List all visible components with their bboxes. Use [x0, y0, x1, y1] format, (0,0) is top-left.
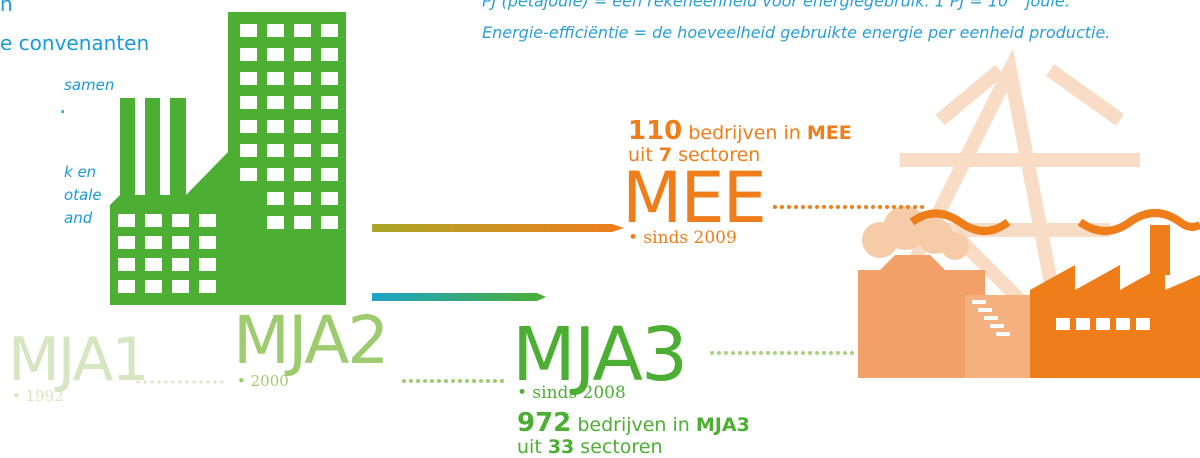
- wave: [909, 209, 1200, 235]
- text: bedrijven in: [682, 122, 807, 144]
- window: [294, 120, 311, 133]
- text: PJ (petajoule) = een rekeneenheid voor e…: [482, 0, 1009, 11]
- window: [240, 24, 257, 37]
- dots: [136, 205, 927, 384]
- window: [267, 168, 284, 181]
- window: [240, 120, 257, 133]
- window: [145, 214, 162, 227]
- name: MEE: [806, 122, 852, 144]
- factory: [858, 225, 1200, 378]
- mja2-label: MJA2: [233, 302, 389, 379]
- title-fragment: n: [0, 0, 13, 16]
- window: [172, 214, 189, 227]
- window: [118, 280, 135, 293]
- window: [294, 72, 311, 85]
- window: [267, 216, 284, 229]
- text: joule.: [1020, 0, 1070, 11]
- window: [321, 72, 338, 85]
- window: [294, 168, 311, 181]
- definition-efficiency: Energie-efficiëntie = de hoeveelheid geb…: [482, 23, 1111, 42]
- connector-mja3: [372, 293, 546, 301]
- text: sectoren: [672, 144, 761, 166]
- text: sectoren: [574, 436, 663, 458]
- window: [321, 168, 338, 181]
- mee-count: 110 bedrijven in MEE: [628, 118, 852, 144]
- window: [118, 258, 135, 271]
- number: 110: [628, 116, 683, 146]
- window: [240, 144, 257, 157]
- window: [240, 168, 257, 181]
- window: [118, 236, 135, 249]
- window: [267, 120, 284, 133]
- window: [267, 192, 284, 205]
- mja1-since: • 1992: [12, 387, 64, 405]
- window: [321, 96, 338, 109]
- window: [240, 48, 257, 61]
- window: [199, 236, 216, 249]
- number: 972: [517, 408, 572, 438]
- note: samen: [64, 76, 115, 94]
- window: [294, 48, 311, 61]
- window: [321, 24, 338, 37]
- mee-label: MEE: [622, 157, 767, 239]
- window: [172, 280, 189, 293]
- window: [267, 96, 284, 109]
- note: k en: [64, 163, 97, 181]
- window: [172, 258, 189, 271]
- window: [321, 216, 338, 229]
- subtitle-fragment: e convenanten: [0, 31, 150, 55]
- text: uit: [628, 144, 659, 166]
- connector-mee: [372, 224, 624, 232]
- window: [294, 144, 311, 157]
- definition-pj: PJ (petajoule) = een rekeneenheid voor e…: [482, 0, 1070, 9]
- window: [199, 280, 216, 293]
- window: [145, 280, 162, 293]
- window: [267, 72, 284, 85]
- window: [118, 214, 135, 227]
- note: and: [64, 209, 93, 227]
- text: uit: [517, 436, 548, 458]
- windows: [118, 24, 338, 293]
- window: [267, 144, 284, 157]
- number: 33: [547, 436, 575, 458]
- window: [145, 258, 162, 271]
- mee-sectors: uit 7 sectoren: [628, 146, 760, 165]
- text: bedrijven in: [571, 414, 696, 436]
- window: [267, 48, 284, 61]
- window: [321, 192, 338, 205]
- window: [240, 96, 257, 109]
- mee-since: • sinds 2009: [628, 228, 737, 248]
- window: [145, 236, 162, 249]
- window: [294, 192, 311, 205]
- window: [240, 72, 257, 85]
- window: [294, 24, 311, 37]
- mja3-sectors: uit 33 sectoren: [517, 438, 663, 457]
- name: MJA3: [695, 414, 750, 436]
- window: [172, 236, 189, 249]
- window: [267, 24, 284, 37]
- mja3-label: MJA3: [512, 312, 688, 398]
- mja1-label: MJA1: [8, 325, 150, 395]
- window: [321, 120, 338, 133]
- note: .: [60, 94, 67, 119]
- mja3-count: 972 bedrijven in MJA3: [517, 410, 750, 436]
- note: otale: [64, 186, 102, 204]
- mja3-since: • sinds 2008: [517, 383, 626, 403]
- number: 7: [658, 144, 673, 166]
- window: [199, 258, 216, 271]
- window: [321, 144, 338, 157]
- window: [294, 216, 311, 229]
- window: [199, 214, 216, 227]
- window: [321, 48, 338, 61]
- mja2-since: • 2000: [237, 372, 289, 390]
- sup: 15: [1008, 0, 1021, 3]
- window: [294, 96, 311, 109]
